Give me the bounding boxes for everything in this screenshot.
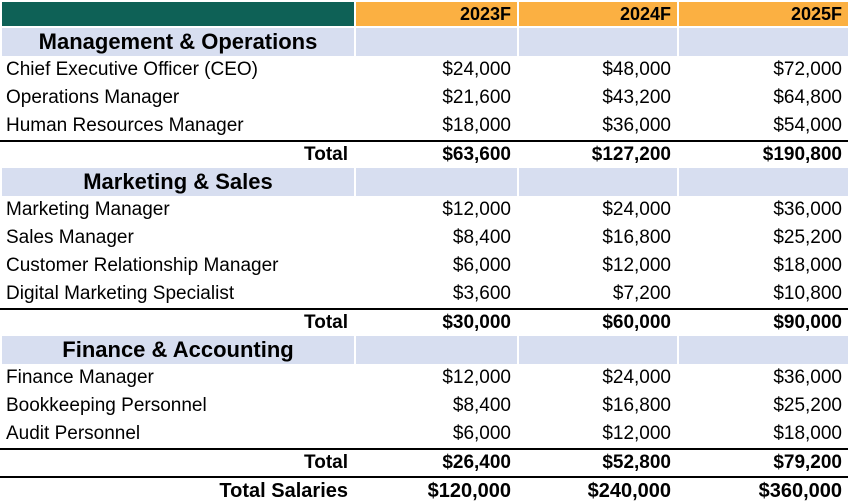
salary-value[interactable]: $12,000 — [354, 196, 517, 224]
table-row: Customer Relationship Manager $6,000 $12… — [0, 252, 848, 280]
header-corner-cell[interactable] — [0, 0, 354, 28]
salary-value[interactable]: $12,000 — [354, 364, 517, 392]
year-header-2024f[interactable]: 2024F — [517, 0, 677, 28]
total-value[interactable]: $26,400 — [354, 450, 517, 476]
section-empty-cell[interactable] — [677, 336, 848, 364]
section-empty-cell[interactable] — [517, 168, 677, 196]
salary-value[interactable]: $8,400 — [354, 224, 517, 252]
row-label[interactable]: Sales Manager — [0, 224, 354, 252]
table-row: Human Resources Manager $18,000 $36,000 … — [0, 112, 848, 140]
salary-value[interactable]: $18,000 — [677, 252, 848, 280]
total-value[interactable]: $63,600 — [354, 142, 517, 168]
table-row: Digital Marketing Specialist $3,600 $7,2… — [0, 280, 848, 308]
table-row: Audit Personnel $6,000 $12,000 $18,000 — [0, 420, 848, 448]
section-header-finance-accounting: Finance & Accounting — [0, 336, 848, 364]
row-label[interactable]: Customer Relationship Manager — [0, 252, 354, 280]
section-empty-cell[interactable] — [677, 28, 848, 56]
section-empty-cell[interactable] — [354, 168, 517, 196]
salary-value[interactable]: $25,200 — [677, 392, 848, 420]
salary-value[interactable]: $12,000 — [517, 252, 677, 280]
grand-total-row: Total Salaries $120,000 $240,000 $360,00… — [0, 476, 848, 504]
total-value[interactable]: $60,000 — [517, 310, 677, 336]
salary-value[interactable]: $43,200 — [517, 84, 677, 112]
salary-value[interactable]: $7,200 — [517, 280, 677, 308]
salary-value[interactable]: $6,000 — [354, 252, 517, 280]
total-value[interactable]: $190,800 — [677, 142, 848, 168]
total-value[interactable]: $127,200 — [517, 142, 677, 168]
total-label[interactable]: Total — [0, 450, 354, 476]
salary-value[interactable]: $16,800 — [517, 392, 677, 420]
section-title[interactable]: Management & Operations — [0, 28, 354, 56]
salary-value[interactable]: $12,000 — [517, 420, 677, 448]
table-row: Chief Executive Officer (CEO) $24,000 $4… — [0, 56, 848, 84]
row-label[interactable]: Operations Manager — [0, 84, 354, 112]
salary-value[interactable]: $64,800 — [677, 84, 848, 112]
total-label[interactable]: Total — [0, 142, 354, 168]
section-total-row: Total $26,400 $52,800 $79,200 — [0, 448, 848, 476]
total-value[interactable]: $30,000 — [354, 310, 517, 336]
row-label[interactable]: Digital Marketing Specialist — [0, 280, 354, 308]
section-total-row: Total $30,000 $60,000 $90,000 — [0, 308, 848, 336]
salary-value[interactable]: $18,000 — [677, 420, 848, 448]
year-header-2023f[interactable]: 2023F — [354, 0, 517, 28]
salary-value[interactable]: $36,000 — [677, 196, 848, 224]
salary-value[interactable]: $48,000 — [517, 56, 677, 84]
row-label[interactable]: Audit Personnel — [0, 420, 354, 448]
section-title[interactable]: Finance & Accounting — [0, 336, 354, 364]
section-title[interactable]: Marketing & Sales — [0, 168, 354, 196]
row-label[interactable]: Human Resources Manager — [0, 112, 354, 140]
grand-total-value[interactable]: $360,000 — [677, 478, 848, 504]
total-value[interactable]: $90,000 — [677, 310, 848, 336]
salary-value[interactable]: $3,600 — [354, 280, 517, 308]
section-header-management-operations: Management & Operations — [0, 28, 848, 56]
salary-value[interactable]: $72,000 — [677, 56, 848, 84]
section-header-marketing-sales: Marketing & Sales — [0, 168, 848, 196]
salary-value[interactable]: $54,000 — [677, 112, 848, 140]
grand-total-value[interactable]: $120,000 — [354, 478, 517, 504]
section-empty-cell[interactable] — [354, 336, 517, 364]
salary-value[interactable]: $10,800 — [677, 280, 848, 308]
table-row: Finance Manager $12,000 $24,000 $36,000 — [0, 364, 848, 392]
row-label[interactable]: Finance Manager — [0, 364, 354, 392]
table-row: Sales Manager $8,400 $16,800 $25,200 — [0, 224, 848, 252]
table-row: Bookkeeping Personnel $8,400 $16,800 $25… — [0, 392, 848, 420]
grand-total-label[interactable]: Total Salaries — [0, 478, 354, 504]
row-label[interactable]: Chief Executive Officer (CEO) — [0, 56, 354, 84]
row-label[interactable]: Marketing Manager — [0, 196, 354, 224]
salary-value[interactable]: $16,800 — [517, 224, 677, 252]
salary-value[interactable]: $24,000 — [517, 364, 677, 392]
total-value[interactable]: $79,200 — [677, 450, 848, 476]
salary-value[interactable]: $21,600 — [354, 84, 517, 112]
row-label[interactable]: Bookkeeping Personnel — [0, 392, 354, 420]
year-header-2025f[interactable]: 2025F — [677, 0, 848, 28]
year-header-row: 2023F 2024F 2025F — [0, 0, 848, 28]
salary-value[interactable]: $25,200 — [677, 224, 848, 252]
section-empty-cell[interactable] — [517, 336, 677, 364]
salary-value[interactable]: $36,000 — [677, 364, 848, 392]
salary-value[interactable]: $8,400 — [354, 392, 517, 420]
salary-value[interactable]: $36,000 — [517, 112, 677, 140]
grand-total-value[interactable]: $240,000 — [517, 478, 677, 504]
section-empty-cell[interactable] — [677, 168, 848, 196]
salary-value[interactable]: $24,000 — [354, 56, 517, 84]
salary-value[interactable]: $6,000 — [354, 420, 517, 448]
total-label[interactable]: Total — [0, 310, 354, 336]
section-empty-cell[interactable] — [354, 28, 517, 56]
total-value[interactable]: $52,800 — [517, 450, 677, 476]
table-row: Operations Manager $21,600 $43,200 $64,8… — [0, 84, 848, 112]
section-total-row: Total $63,600 $127,200 $190,800 — [0, 140, 848, 168]
salary-value[interactable]: $18,000 — [354, 112, 517, 140]
section-empty-cell[interactable] — [517, 28, 677, 56]
table-row: Marketing Manager $12,000 $24,000 $36,00… — [0, 196, 848, 224]
salary-value[interactable]: $24,000 — [517, 196, 677, 224]
